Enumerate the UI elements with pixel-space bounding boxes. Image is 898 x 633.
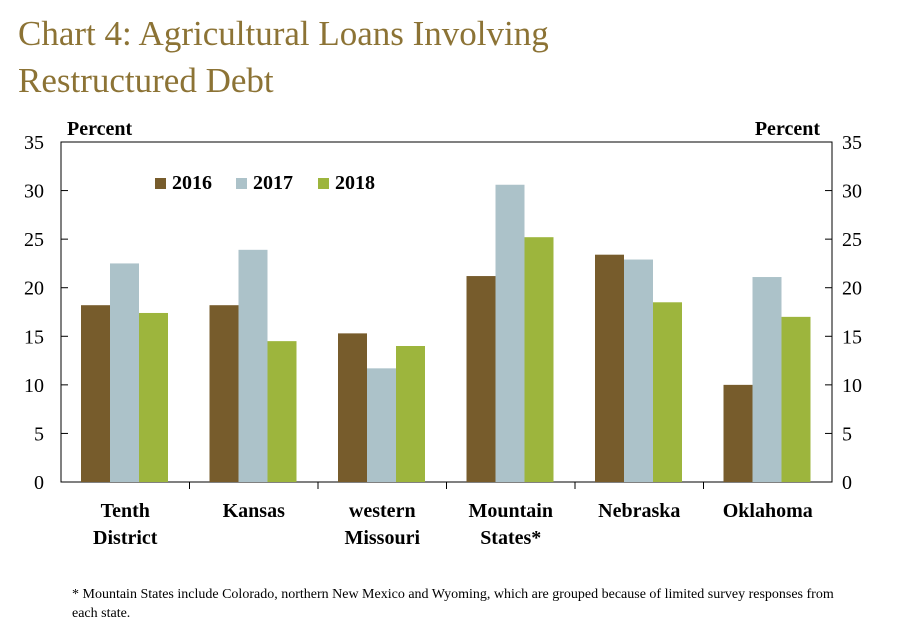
bar-2018-2: [396, 346, 425, 482]
chart-title-line-2: Restructured Debt: [18, 61, 274, 100]
legend-swatch-2018: [318, 178, 329, 189]
bar-2018-0: [139, 312, 168, 482]
footnote: * Mountain States include Colorado, nort…: [72, 587, 834, 621]
y-tick-label-left: 25: [24, 229, 44, 251]
y-tick-label-left: 20: [24, 278, 44, 300]
bar-2016-1: [209, 305, 239, 482]
y-tick-label-right: 5: [842, 423, 852, 445]
x-tick-label: western: [349, 500, 416, 522]
bar-2018-3: [524, 237, 554, 482]
y-tick-label-left: 0: [34, 472, 44, 494]
y-tick-label-left: 10: [24, 375, 44, 397]
bar-chart: 0 0 5 5 10 10 15 15 20 20 25 25 30 30 35 35 Percent Perce…: [24, 118, 862, 549]
legend-label-2018: 2018: [335, 172, 375, 194]
bar-2017-5: [752, 277, 782, 482]
y-tick-label-left: 5: [34, 423, 44, 445]
bar-2017-4: [624, 259, 653, 482]
bar-2018-1: [267, 341, 297, 482]
x-tick-label: Tenth: [101, 500, 150, 522]
x-tick-label: Missouri: [344, 527, 420, 549]
bar-2017-2: [367, 368, 396, 482]
y-tick-label-right: 20: [842, 278, 862, 300]
x-tick-label: States*: [480, 527, 541, 549]
x-tick-label: Oklahoma: [723, 500, 813, 522]
y-tick-label-left: 35: [24, 132, 44, 154]
bar-2018-5: [781, 316, 811, 482]
y-tick-label-right: 15: [842, 326, 862, 348]
bar-2016-3: [466, 276, 496, 482]
x-tick-label: District: [93, 527, 158, 549]
bar-2016-5: [723, 384, 753, 482]
legend-swatch-2017: [236, 178, 247, 189]
y-axis-label-right: Percent: [755, 118, 820, 140]
legend-swatch-2016: [155, 178, 166, 189]
y-tick-label-right: 0: [842, 472, 852, 494]
y-tick-label-left: 15: [24, 326, 44, 348]
y-tick-label-right: 35: [842, 132, 862, 154]
x-tick-label: Nebraska: [598, 500, 680, 522]
bar-2016-2: [338, 333, 367, 482]
bar-2016-4: [595, 254, 624, 482]
x-tick-label: Kansas: [223, 500, 285, 522]
y-tick-label-left: 30: [24, 181, 44, 203]
legend-label-2017: 2017: [253, 172, 293, 194]
y-tick-label-right: 10: [842, 375, 862, 397]
bar-2017-1: [238, 249, 268, 482]
chart-title: Chart 4: Agricultural Loans Involving Re…: [18, 10, 878, 104]
chart-title-line-1: Chart 4: Agricultural Loans Involving: [18, 14, 549, 53]
y-tick-label-right: 25: [842, 229, 862, 251]
y-tick-label-right: 30: [842, 181, 862, 203]
bar-2018-4: [653, 302, 682, 482]
bar-2017-3: [495, 184, 525, 482]
bar-2017-0: [110, 263, 139, 482]
bar-2016-0: [81, 305, 110, 482]
legend-label-2016: 2016: [172, 172, 212, 194]
y-axis-label-left: Percent: [67, 118, 132, 140]
x-tick-label: Mountain: [469, 500, 553, 522]
